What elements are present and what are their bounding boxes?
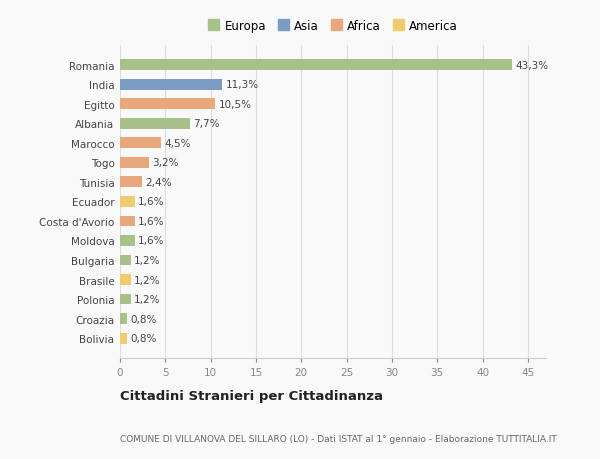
Text: 10,5%: 10,5% <box>218 100 251 109</box>
Bar <box>120 235 134 246</box>
Bar <box>120 333 127 344</box>
Text: 1,6%: 1,6% <box>137 236 164 246</box>
Text: 3,2%: 3,2% <box>152 158 179 168</box>
Text: 43,3%: 43,3% <box>515 61 549 70</box>
Bar <box>120 60 512 71</box>
Text: 1,6%: 1,6% <box>137 217 164 226</box>
Text: 0,8%: 0,8% <box>130 334 157 343</box>
Bar <box>120 216 134 227</box>
Text: 1,6%: 1,6% <box>137 197 164 207</box>
Text: 1,2%: 1,2% <box>134 256 161 265</box>
Text: 4,5%: 4,5% <box>164 139 190 148</box>
Bar <box>120 274 131 285</box>
Text: 11,3%: 11,3% <box>226 80 259 90</box>
Bar <box>120 255 131 266</box>
Text: 2,4%: 2,4% <box>145 178 172 187</box>
Text: 0,8%: 0,8% <box>130 314 157 324</box>
Bar <box>120 294 131 305</box>
Bar <box>120 118 190 129</box>
Bar <box>120 138 161 149</box>
Text: 7,7%: 7,7% <box>193 119 220 129</box>
Text: COMUNE DI VILLANOVA DEL SILLARO (LO) - Dati ISTAT al 1° gennaio - Elaborazione T: COMUNE DI VILLANOVA DEL SILLARO (LO) - D… <box>120 434 557 442</box>
Bar <box>120 157 149 168</box>
Text: 1,2%: 1,2% <box>134 275 161 285</box>
Bar <box>120 313 127 325</box>
Bar <box>120 99 215 110</box>
Legend: Europa, Asia, Africa, America: Europa, Asia, Africa, America <box>205 17 461 35</box>
Text: Cittadini Stranieri per Cittadinanza: Cittadini Stranieri per Cittadinanza <box>120 389 383 403</box>
Bar <box>120 196 134 207</box>
Bar <box>120 177 142 188</box>
Text: 1,2%: 1,2% <box>134 295 161 304</box>
Bar <box>120 79 223 90</box>
